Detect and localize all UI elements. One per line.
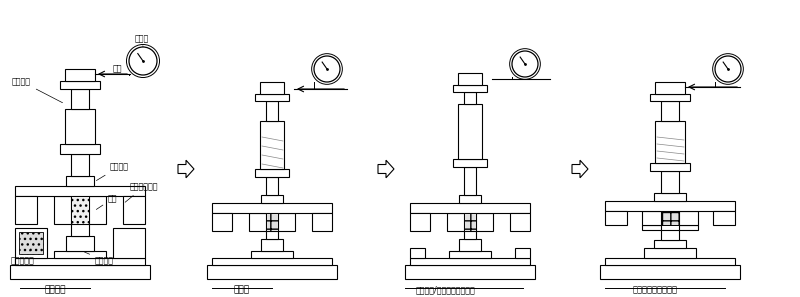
- Bar: [453, 159, 487, 167]
- Bar: [410, 248, 425, 258]
- Bar: [410, 213, 430, 231]
- Bar: [255, 169, 289, 177]
- Bar: [713, 211, 735, 225]
- Bar: [655, 121, 685, 163]
- Text: 成形開始: 成形開始: [44, 285, 66, 294]
- Bar: [459, 195, 481, 203]
- Bar: [464, 92, 476, 104]
- Text: 油圧: 油圧: [113, 64, 122, 73]
- Bar: [123, 196, 145, 224]
- Text: 流量計: 流量計: [135, 34, 150, 47]
- Bar: [449, 251, 491, 258]
- Text: 下パンチ: 下パンチ: [85, 252, 114, 265]
- Bar: [458, 73, 482, 85]
- Bar: [600, 265, 740, 279]
- Bar: [410, 203, 530, 213]
- Bar: [464, 167, 476, 195]
- Bar: [65, 109, 95, 144]
- Bar: [255, 94, 289, 101]
- Bar: [661, 230, 679, 240]
- Bar: [60, 144, 100, 154]
- Bar: [66, 176, 94, 186]
- Bar: [410, 258, 530, 265]
- Bar: [260, 121, 284, 169]
- Bar: [654, 193, 686, 201]
- Bar: [15, 228, 47, 258]
- Bar: [642, 225, 661, 230]
- Bar: [249, 213, 266, 231]
- Bar: [464, 231, 476, 239]
- Bar: [605, 258, 735, 265]
- Bar: [679, 211, 698, 225]
- Text: 再加圧（両軸成形）: 再加圧（両軸成形）: [633, 285, 678, 294]
- Bar: [251, 251, 293, 258]
- Bar: [515, 248, 530, 258]
- Bar: [312, 213, 332, 231]
- Text: シリンダ: シリンダ: [12, 77, 62, 103]
- Bar: [605, 201, 735, 211]
- Bar: [661, 101, 679, 121]
- Bar: [260, 82, 284, 94]
- Bar: [113, 228, 145, 258]
- Bar: [71, 154, 89, 176]
- Bar: [261, 239, 283, 251]
- Bar: [266, 177, 278, 195]
- Bar: [212, 203, 332, 213]
- Bar: [278, 213, 295, 231]
- Bar: [65, 69, 95, 81]
- Bar: [654, 240, 686, 248]
- Bar: [15, 196, 37, 224]
- Bar: [679, 225, 698, 230]
- Text: 圧力解放/スペーサー取外レ: 圧力解放/スペーサー取外レ: [415, 285, 475, 294]
- Bar: [261, 195, 283, 203]
- Bar: [54, 196, 71, 224]
- Bar: [644, 248, 696, 258]
- Bar: [266, 231, 278, 239]
- Circle shape: [129, 47, 157, 75]
- Bar: [453, 85, 487, 92]
- Circle shape: [512, 51, 538, 77]
- Circle shape: [715, 56, 741, 82]
- Bar: [447, 213, 464, 231]
- Bar: [605, 211, 627, 225]
- Bar: [71, 224, 89, 236]
- Bar: [642, 211, 661, 225]
- Bar: [212, 213, 232, 231]
- Bar: [212, 258, 332, 265]
- Bar: [459, 239, 481, 251]
- Bar: [15, 186, 145, 196]
- Bar: [266, 101, 278, 121]
- Bar: [464, 213, 476, 231]
- Bar: [655, 82, 685, 94]
- Bar: [60, 81, 100, 89]
- Bar: [458, 104, 482, 159]
- Text: 上パンチ: 上パンチ: [96, 162, 129, 181]
- Bar: [71, 196, 89, 224]
- Bar: [266, 213, 278, 231]
- Bar: [15, 258, 145, 265]
- Bar: [207, 265, 337, 279]
- Bar: [661, 171, 679, 193]
- Circle shape: [314, 56, 340, 82]
- Text: ダイ: ダイ: [96, 194, 118, 209]
- Text: 可動フレーム: 可動フレーム: [125, 182, 158, 202]
- Bar: [71, 89, 89, 109]
- Bar: [405, 265, 535, 279]
- Bar: [10, 265, 150, 279]
- Bar: [650, 94, 690, 101]
- Bar: [89, 196, 106, 224]
- Bar: [19, 232, 43, 254]
- Bar: [650, 163, 690, 171]
- Bar: [661, 211, 679, 225]
- Bar: [476, 213, 493, 231]
- Bar: [66, 236, 94, 251]
- Bar: [510, 213, 530, 231]
- Text: 仮成形: 仮成形: [234, 285, 250, 294]
- Text: スペーサー: スペーサー: [11, 249, 34, 265]
- Bar: [54, 251, 106, 258]
